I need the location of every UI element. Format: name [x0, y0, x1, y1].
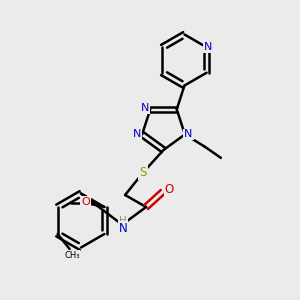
Text: N: N	[184, 130, 193, 140]
Text: N: N	[118, 221, 127, 235]
Text: O: O	[165, 183, 174, 196]
Text: N: N	[204, 42, 212, 52]
Text: N: N	[141, 103, 149, 113]
Text: CH₃: CH₃	[64, 250, 80, 260]
Text: S: S	[140, 166, 147, 179]
Text: N: N	[133, 130, 141, 140]
Text: H: H	[119, 216, 127, 226]
Text: O: O	[81, 197, 90, 207]
